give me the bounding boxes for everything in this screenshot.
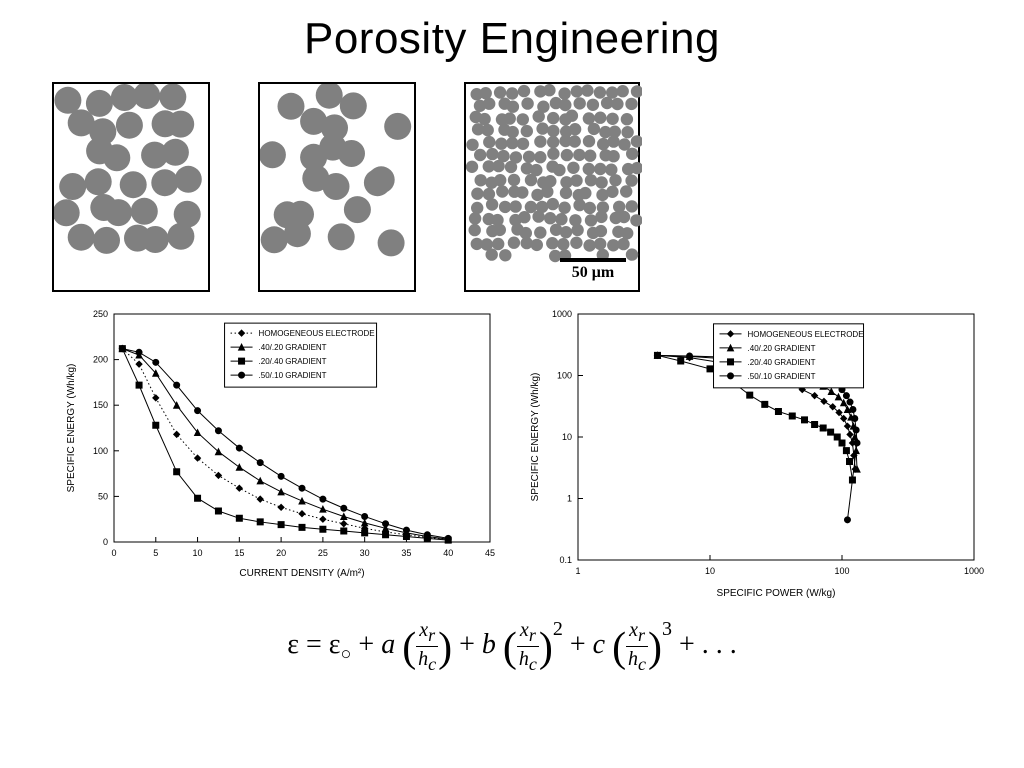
schematic-panel-dense-small: 50 μm [464,82,640,292]
svg-text:0: 0 [111,548,116,558]
svg-text:1: 1 [567,494,572,504]
svg-text:10: 10 [705,566,715,576]
svg-text:100: 100 [557,371,572,381]
svg-text:45: 45 [485,548,495,558]
svg-text:1000: 1000 [964,566,984,576]
porosity-equation: ε = ε○ + a (xrhc) + b (xrhc)2 + c (xrhc)… [0,604,1024,673]
schematic-row: 50 μm [0,64,1024,292]
svg-text:SPECIFIC ENERGY (Wh/kg): SPECIFIC ENERGY (Wh/kg) [530,373,541,502]
svg-text:HOMOGENEOUS ELECTRODE: HOMOGENEOUS ELECTRODE [259,329,375,338]
svg-text:.40/.20 GRADIENT: .40/.20 GRADIENT [748,344,816,353]
svg-text:25: 25 [318,548,328,558]
svg-text:HOMOGENEOUS ELECTRODE: HOMOGENEOUS ELECTRODE [748,330,864,339]
scale-bar: 50 μm [560,258,626,282]
svg-text:0.1: 0.1 [559,555,572,565]
chart-specific-energy-vs-current-density: 0 5 10 15 20 25 30 35 40 45 0 50 100 150 200 250 CURRENT… [60,304,500,584]
scale-bar-label: 50 μm [560,264,626,282]
svg-text:SPECIFIC POWER (W/kg): SPECIFIC POWER (W/kg) [717,588,836,599]
svg-text:.50/.10 GRADIENT: .50/.10 GRADIENT [259,371,327,380]
svg-text:1000: 1000 [552,309,572,319]
svg-text:.40/.20 GRADIENT: .40/.20 GRADIENT [259,343,327,352]
svg-text:15: 15 [234,548,244,558]
schematic-panel-sparse-large [258,82,416,292]
svg-text:35: 35 [401,548,411,558]
svg-text:40: 40 [443,548,453,558]
chart-ragone-plot: 11010010000.11101001000SPECIFIC POWER (W… [524,304,984,604]
svg-text:100: 100 [93,446,108,456]
svg-text:200: 200 [93,355,108,365]
svg-text:.20/.40 GRADIENT: .20/.40 GRADIENT [259,357,327,366]
svg-text:250: 250 [93,309,108,319]
charts-row: 0 5 10 15 20 25 30 35 40 45 0 50 100 150 200 250 CURRENT… [0,292,1024,604]
svg-text:SPECIFIC ENERGY (Wh/kg): SPECIFIC ENERGY (Wh/kg) [66,364,77,493]
svg-text:50: 50 [98,491,108,501]
svg-text:5: 5 [153,548,158,558]
schematic-panel-dense-large [52,82,210,292]
svg-text:1: 1 [575,566,580,576]
svg-text:.50/.10 GRADIENT: .50/.10 GRADIENT [748,372,816,381]
scale-bar-line [560,258,626,262]
svg-text:10: 10 [193,548,203,558]
svg-text:10: 10 [562,432,572,442]
svg-text:.20/.40 GRADIENT: .20/.40 GRADIENT [748,358,816,367]
page-title: Porosity Engineering [0,0,1024,64]
svg-text:30: 30 [360,548,370,558]
svg-text:150: 150 [93,400,108,410]
svg-text:20: 20 [276,548,286,558]
svg-text:100: 100 [834,566,849,576]
svg-text:CURRENT DENSITY (A/m²): CURRENT DENSITY (A/m²) [239,568,364,579]
svg-text:0: 0 [103,537,108,547]
